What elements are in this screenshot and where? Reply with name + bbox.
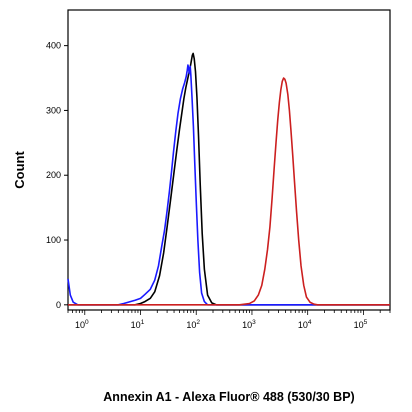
y-tick-label: 200 [46,170,61,180]
y-axis-ticks: 0 100 200 300 400 [46,41,68,310]
series-line-3 [68,77,390,306]
y-tick-label: 300 [46,105,61,115]
series-line-1 [68,52,390,306]
y-tick-label: 100 [46,235,61,245]
y-tick-label: 0 [56,300,61,310]
x-axis-ticks: 100 101 102 103 104 105 [67,310,391,330]
x-tick-label: 102 [186,319,200,330]
histogram-series [67,52,390,306]
y-axis-title: Count [12,151,27,189]
x-tick-label: 103 [242,319,256,330]
x-tick-label: 104 [298,319,312,330]
plot-frame [67,9,391,311]
x-tick-label: 100 [75,319,89,330]
x-tick-label: 105 [354,319,368,330]
x-tick-label: 101 [131,319,145,330]
y-tick-label: 400 [46,41,61,51]
series-line-2 [67,64,390,306]
x-axis-title: Annexin A1 - Alexa Fluor® 488 (530/30 BP… [103,390,354,404]
side-watermark-text [402,298,408,300]
